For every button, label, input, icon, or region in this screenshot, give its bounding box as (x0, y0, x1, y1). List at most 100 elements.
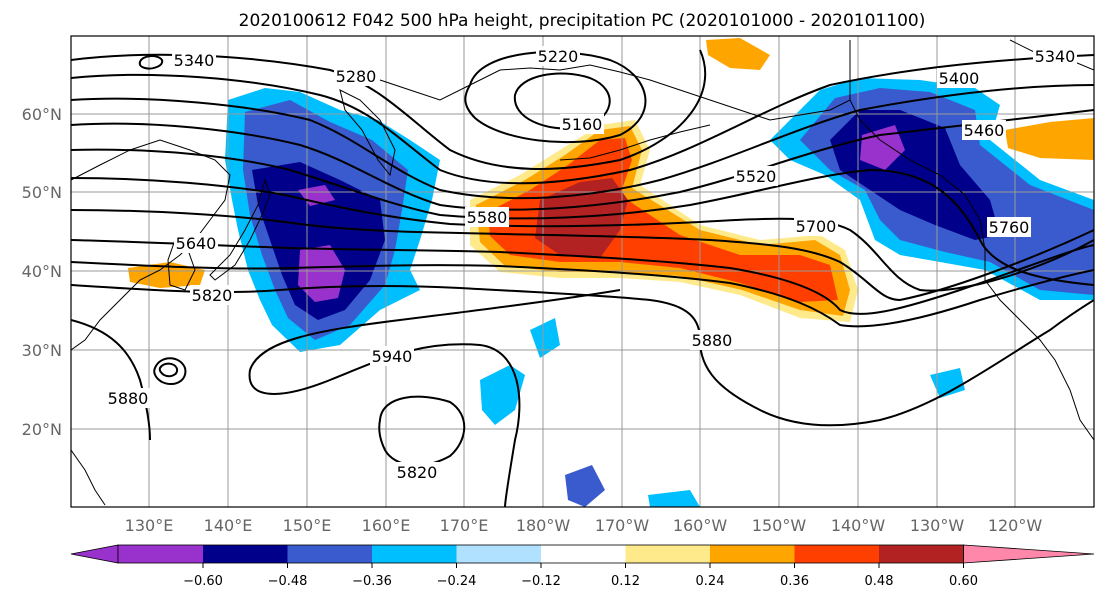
lat-label-20n: 20°N (22, 420, 62, 439)
contour-label-5940: 5940 (372, 347, 413, 366)
contour-label-5220: 5220 (538, 47, 579, 66)
lat-label-60n: 60°N (22, 105, 62, 124)
contour-5160-low (513, 72, 611, 130)
lat-label-50n: 50°N (22, 183, 62, 202)
contour-labels: 5340 5280 5220 5160 5400 5460 5520 5580 … (106, 46, 1077, 482)
lon-label-180w: 180°W (516, 516, 571, 535)
colorbar-arrow-right (963, 544, 1095, 564)
colorbar-tick-label: −0.60 (183, 574, 223, 589)
contour-west-high (153, 357, 187, 386)
coastline-siberia (379, 64, 621, 101)
contour-5760 (71, 261, 1094, 328)
colorbar-segment-2 (203, 545, 288, 563)
contour-5820-low (378, 395, 466, 467)
contour-label-5880-central: 5880 (692, 331, 733, 350)
contour-label-5640: 5640 (176, 234, 217, 253)
coastline-asia-mainland (71, 139, 231, 351)
contour-label-bg (465, 207, 509, 227)
colorbar-tick-label: −0.12 (521, 574, 561, 589)
contour-5940 (248, 289, 621, 507)
colorbar-tick-label: −0.48 (268, 574, 308, 589)
lon-label-140e: 140°E (204, 516, 253, 535)
contour-label-5340-east: 5340 (1035, 47, 1076, 66)
contour-5880 (71, 299, 1094, 441)
lon-label-170e: 170°E (440, 516, 489, 535)
lon-label-150w: 150°W (752, 516, 807, 535)
map-title: 2020100612 F042 500 hPa height, precipit… (239, 11, 926, 31)
lon-label-160e: 160°E (362, 516, 411, 535)
contour-5520 (71, 148, 1094, 286)
lon-label-150e: 150°E (283, 516, 332, 535)
precip-subtropic-blue-5 (648, 490, 700, 507)
contour-label-5760: 5760 (989, 218, 1030, 237)
map-frame (70, 35, 1095, 508)
colorbar-segment-4 (372, 545, 457, 563)
map-area: 5340 5280 5220 5160 5400 5460 5520 5580 … (70, 35, 1095, 508)
colorbar: −0.60 −0.48 −0.36 −0.24 −0.12 0.12 0.24 … (70, 544, 1095, 589)
contour-label-bg (560, 114, 604, 134)
contour-5640 (71, 209, 1094, 302)
contour-label-bg (395, 462, 439, 482)
contour-label-bg (987, 217, 1031, 237)
contour-5340 (71, 54, 1094, 185)
contour-label-5520: 5520 (736, 167, 777, 186)
lon-label-130w: 130°W (910, 516, 965, 535)
lon-label-120w: 120°W (988, 516, 1043, 535)
lon-label-130e: 130°E (125, 516, 174, 535)
contour-label-bg (1033, 46, 1077, 66)
colorbar-segment-8 (710, 545, 795, 563)
colorbar-tick-label: 0.12 (611, 574, 640, 589)
colorbar-segment-5 (456, 545, 541, 563)
contour-label-bg (106, 388, 150, 408)
contour-label-5280: 5280 (336, 67, 377, 86)
contour-label-5820-west: 5820 (192, 286, 233, 305)
coastline-philippines (71, 449, 106, 506)
colorbar-segment-6 (541, 545, 626, 563)
contour-label-5580: 5580 (467, 208, 508, 227)
contour-label-5700: 5700 (796, 217, 837, 236)
contour-5460 (71, 109, 1094, 211)
contour-label-bg (794, 216, 838, 236)
contour-5700 (71, 239, 1094, 315)
contour-label-bg (690, 330, 734, 350)
contour-label-bg (962, 120, 1006, 140)
contour-label-bg (734, 166, 778, 186)
lon-label-160w: 160°W (673, 516, 728, 535)
precip-north-orange-patch (706, 38, 770, 70)
contour-north-closed (138, 55, 164, 70)
coastline-japan (209, 178, 271, 281)
coastline-kamchatka (339, 89, 396, 177)
colorbar-tick-label: 0.60 (949, 574, 978, 589)
contour-label-5340-west: 5340 (174, 51, 215, 70)
contour-label-bg (370, 346, 414, 366)
colorbar-arrow-left (70, 544, 119, 564)
longitude-labels: 130°E 140°E 150°E 160°E 170°E 180°W 170°… (125, 516, 1043, 535)
contour-label-bg (937, 68, 981, 88)
precip-subtropic-blue-3 (565, 465, 605, 507)
precip-west-pacific-dark (252, 162, 385, 320)
colorbar-tick-label: 0.36 (780, 574, 809, 589)
contour-label-5400: 5400 (939, 69, 980, 88)
coastline-alaska (619, 71, 881, 141)
colorbar-tick-label: 0.48 (865, 574, 894, 589)
contour-label-bg (536, 46, 580, 66)
precip-central-pacific-darkred (535, 178, 628, 258)
lon-label-170w: 170°W (595, 516, 650, 535)
contour-5400 (71, 84, 1094, 200)
height-contours (71, 49, 1094, 507)
colorbar-segment-7 (625, 545, 710, 563)
colorbar-segment-1 (118, 545, 203, 563)
precip-subtropic-blue-1 (480, 365, 525, 425)
colorbar-segment-9 (794, 545, 879, 563)
lat-label-30n: 30°N (22, 341, 62, 360)
latitude-labels: 60°N 50°N 40°N 30°N 20°N (22, 105, 62, 439)
colorbar-segment-3 (287, 545, 372, 563)
contour-label-5460: 5460 (964, 121, 1005, 140)
colorbar-tick-marks (202, 563, 964, 568)
contour-label-5880-west: 5880 (108, 389, 149, 408)
precip-canada-orange-patch (1005, 118, 1094, 160)
contour-label-bg (190, 285, 234, 305)
coastline-north-america-west (879, 139, 1094, 441)
grid-lines (71, 36, 1094, 507)
